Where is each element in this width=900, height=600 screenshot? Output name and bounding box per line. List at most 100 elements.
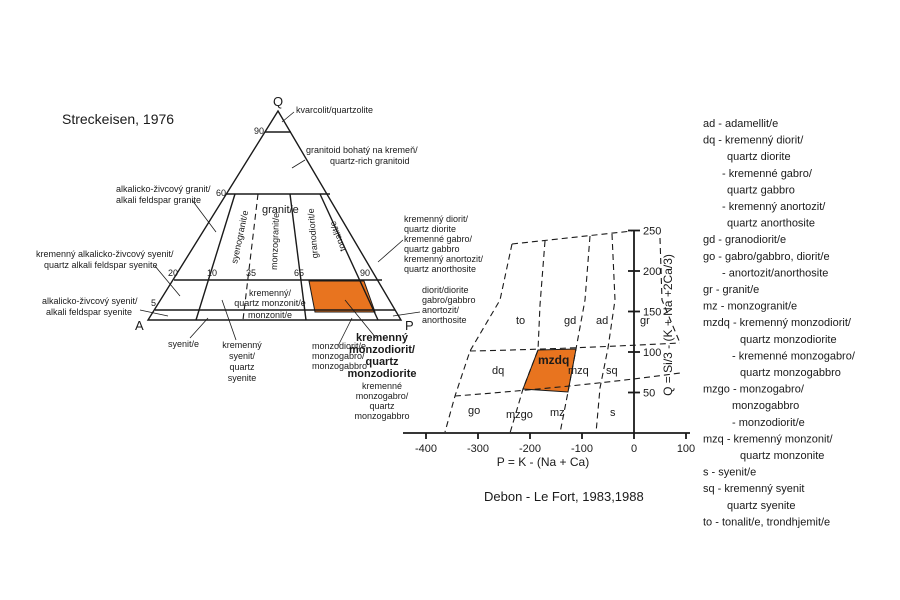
x-tick-label: 100 [677, 443, 695, 455]
legend-line: dq - kremenný diorit/ [703, 135, 804, 147]
legend: ad - adamellit/e dq - kremenný diorit/qua… [703, 118, 856, 528]
label-qdiorite-2: quartz diorite [404, 224, 456, 234]
leader-akfg [191, 199, 217, 233]
label-qmonzodiorite-rest-3: quartz [369, 401, 395, 411]
field-monzonite: monzonit/e [248, 310, 292, 320]
legend-line: - anortozit/anorthosite [722, 267, 828, 279]
boundary-ad-gr [595, 233, 616, 434]
label-qmonzodiorite-bold-3: quartz [366, 356, 400, 368]
label-qdiorite-6: quartz anorthosite [404, 264, 476, 274]
label-qdiorite-3: kremenné gabro/ [404, 234, 473, 244]
legend-line: mzq - kremenný monzonit/ [703, 433, 834, 445]
tick-p65: 65 [294, 268, 304, 278]
x-tick-label: 0 [631, 443, 637, 455]
vertex-p: P [405, 318, 414, 333]
field-qmonzonite-2: quartz monzonit/e [234, 298, 306, 308]
label-monzodiorite-3: monzogabbro [312, 361, 367, 371]
tick-q20: 20 [168, 268, 178, 278]
field-granodiorite: granodiorit/e [306, 208, 320, 259]
legend-line: quartz gabbro [727, 184, 795, 196]
p35-line [242, 193, 259, 321]
field-monzogranite: monzogranit/e [269, 213, 281, 270]
streckeisen-diagram: Streckeisen, 1976 Q A P 90 60 20 5 10 35… [36, 94, 484, 421]
x-tick-label: -100 [571, 443, 593, 455]
legend-line: gd - granodiorit/e [703, 234, 786, 246]
legend-line: go - gabro/gabbro, diorit/e [703, 251, 830, 263]
field-mzdq: mzdq [538, 353, 569, 367]
tick-p10: 10 [207, 268, 217, 278]
legend-line: to - tonalit/e, trondhjemit/e [703, 516, 830, 528]
label-qakfs-1: kremenný alkalicko-živcový syenit/ [36, 249, 174, 259]
boundary-lower [454, 372, 681, 397]
label-qakfs-2: quartz alkali feldspar syenite [44, 260, 158, 270]
legend-line: gr - granit/e [703, 284, 759, 296]
field-granite: granit/e [262, 204, 299, 216]
vertex-a: A [135, 318, 144, 333]
legend-line: - monzodiorit/e [732, 417, 805, 429]
field-mzgo: mzgo [506, 409, 533, 421]
label-syenite: syenit/e [168, 339, 199, 349]
boundary-to-gd [509, 240, 546, 434]
legend-line: - kremenné gabro/ [722, 168, 813, 180]
leader-qmonzodiorite [344, 299, 377, 339]
legend-line: ad - adamellit/e [703, 118, 778, 130]
boundary-gd-ad [559, 235, 591, 434]
label-diorite-1: diorit/diorite [422, 285, 469, 295]
y-tick-label: 250 [643, 226, 661, 238]
leader-qrich [291, 159, 306, 169]
p90-line [319, 193, 379, 321]
y-tick-label: 100 [643, 347, 661, 359]
label-qrich-1: granitoid bohatý na kremeň/ [306, 145, 418, 155]
legend-line: mz - monzogranit/e [703, 301, 797, 313]
y-tick-label: 200 [643, 266, 661, 278]
field-dq: dq [492, 365, 504, 377]
field-mz: mz [550, 407, 565, 419]
label-diorite-3: anortozit/ [422, 305, 460, 315]
legend-line: mzgo - monzogabro/ [703, 384, 805, 396]
leader-quartzolite [281, 111, 295, 123]
label-akfs-1: alkalicko-živcový syenit/ [42, 296, 138, 306]
legend-line: quartz syenite [727, 500, 795, 512]
label-akfg-2: alkali feldspar granite [116, 195, 201, 205]
x-tick-label: -400 [415, 443, 437, 455]
legend-line: quartz diorite [727, 151, 791, 163]
debon-lefort-diagram: -400 -300 -200 -100 0 100 50 100 150 200 250 P = … [403, 226, 695, 504]
leader-monzodiorite [337, 317, 353, 347]
label-qmonzodiorite-bold-1: kremenný [356, 332, 409, 344]
leader-qakfs [154, 265, 181, 297]
field-syenogranite: syenogranit/e [229, 209, 250, 264]
qap-triangle-outline [146, 109, 403, 321]
highlight-quartz-monzodiorite [308, 280, 376, 313]
boundary-upper [469, 342, 681, 352]
legend-line: sq - kremenný syenit [703, 483, 804, 495]
leader-syenite [189, 317, 209, 339]
field-ad: ad [596, 315, 608, 327]
tick-q90: 90 [254, 126, 264, 136]
legend-line: - kremenný anortozit/ [722, 201, 826, 213]
tick-p35: 35 [246, 268, 256, 278]
boundary-right [659, 237, 681, 344]
y-tick-label: 150 [643, 307, 661, 319]
tick-q60: 60 [216, 188, 226, 198]
boundary-top [511, 230, 633, 245]
field-to: to [516, 315, 525, 327]
label-diorite-2: gabro/gabbro [422, 295, 476, 305]
legend-line: monzogabbro [732, 400, 799, 412]
highlight-mzdq [522, 348, 577, 393]
label-qrich-2: quartz-rich granitoid [330, 156, 410, 166]
y-axis-label: Q = Si/3 - (K + Na +2Ca/3) [661, 254, 675, 396]
field-mzq: mzq [568, 365, 589, 377]
p65-line [289, 193, 307, 321]
label-qsyenite-1: kremenný [222, 340, 262, 350]
tick-q5: 5 [151, 298, 156, 308]
field-sq: sq [606, 365, 618, 377]
legend-line: quartz monzonite [740, 450, 824, 462]
label-quartzolite: kvarcolit/quartzolite [296, 105, 373, 115]
label-qdiorite-4: quartz gabbro [404, 244, 460, 254]
label-qsyenite-3: quartz [229, 362, 255, 372]
streckeisen-title: Streckeisen, 1976 [62, 111, 174, 127]
label-qmonzodiorite-bold-2: monzodiorit/ [349, 344, 415, 356]
legend-line: quartz monzogabbro [740, 367, 841, 379]
label-akfg-1: alkalicko-živcový granit/ [116, 184, 211, 194]
